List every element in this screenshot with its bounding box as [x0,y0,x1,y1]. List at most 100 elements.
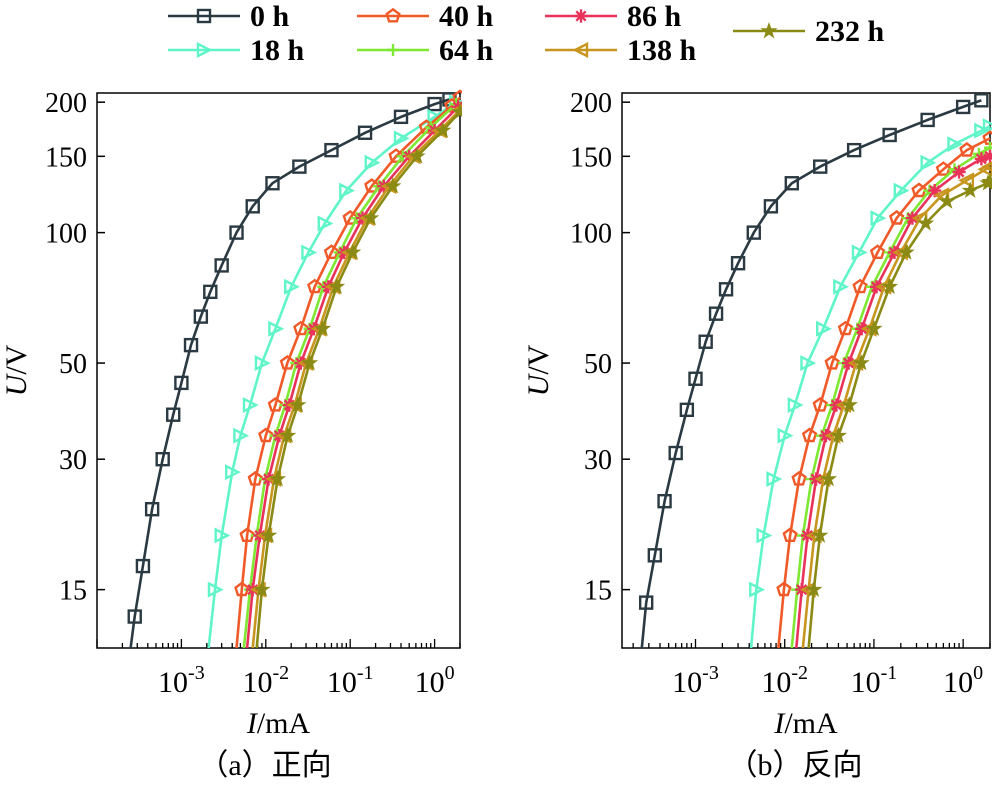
data-point [865,319,883,337]
x-axis-label: I/mA [773,707,838,740]
data-point [974,122,991,139]
data-point [301,244,318,261]
legend-item: 18 h [168,34,305,67]
data-point [833,278,850,295]
data-point [384,177,402,194]
y-axis: 15 30 50 100 150 200 [570,88,630,607]
data-point [756,527,773,544]
legend-label: 86 h [627,0,682,33]
panel-a: 15 30 50 100 150 200 10-3 10-2 10-1 100 U/V I/mA… [0,88,462,782]
data-point [166,407,181,422]
data-point [763,199,779,214]
data-point [144,501,160,517]
data-point [851,244,868,261]
series [805,172,992,648]
data-point [801,427,818,443]
data-point [307,278,323,294]
data-point [698,334,713,349]
data-point [852,354,870,371]
series-line [207,101,457,648]
data-point [881,277,899,295]
data-point [679,402,695,418]
x-tick-label: 100 [943,662,983,699]
legend-item: 138 h [545,34,697,67]
data-point [317,215,334,232]
legend-label: 18 h [250,34,305,67]
y-tick-label: 150 [570,142,612,173]
series-line [129,98,450,648]
legend-marker [572,42,589,58]
legend-label: 0 h [250,0,290,33]
data-point [911,182,927,198]
data-point [897,243,915,260]
data-point [787,397,804,413]
data-point [791,470,807,486]
data-point [451,102,462,120]
data-point [245,199,260,214]
series [207,94,462,648]
data-point [328,277,346,295]
legend-marker [196,8,212,24]
panel-caption: （b）反向 [728,749,863,782]
legend-label: 232 h [815,15,885,48]
data-point [983,149,992,163]
y-tick-label: 200 [570,88,612,119]
data-point [254,355,271,372]
data-point [920,154,937,171]
data-point [837,320,854,336]
data-point [824,355,840,370]
series [749,118,992,648]
legend-item: 64 h [357,34,494,67]
panel-b: 15 30 50 100 150 200 10-3 10-2 10-1 100 U/V I/mA… [522,88,992,782]
data-point [183,337,199,353]
data-point [313,319,332,337]
data-point [339,182,356,199]
y-tick-label: 150 [45,142,87,173]
data-point [300,354,319,371]
data-point [852,278,868,294]
data-point [813,159,828,174]
data-point [805,580,823,597]
data-point [955,99,971,115]
legend-marker [387,44,399,56]
x-tick-label: 100 [415,662,455,699]
y-tick-label: 100 [570,219,612,250]
data-point [174,375,189,391]
data-point [668,445,683,461]
data-point [935,161,952,176]
series-group [127,89,462,648]
data-point [718,282,734,297]
data-point [688,371,703,386]
x-axis: 10-3 10-2 10-1 100 [632,639,991,699]
x-axis: 10-3 10-2 10-1 100 [96,639,461,699]
data-point [958,172,975,189]
data-point [800,355,817,372]
x-tick-label: 10-2 [761,662,808,699]
y-tick-label: 15 [584,576,612,607]
data-point [888,210,905,225]
legend-item: 0 h [168,0,290,33]
y-tick-label: 200 [45,88,87,119]
y-tick-label: 50 [59,349,87,380]
data-point [811,526,829,543]
data-point [434,121,452,138]
data-point [267,397,284,412]
data-point [776,581,792,597]
data-point [982,118,992,135]
data-point [840,396,858,413]
x-tick-label: 10-3 [672,662,719,699]
data-point [952,165,966,179]
data-point [260,526,278,543]
data-point [647,548,663,563]
data-point [959,142,975,157]
data-point [981,161,992,172]
data-point [917,214,935,231]
y-axis: 15 30 50 100 150 200 [45,88,105,607]
legend-marker [196,42,213,58]
data-point [214,527,231,544]
data-point [193,309,209,324]
legend-label: 40 h [439,0,494,33]
legend-label: 138 h [627,34,697,67]
data-point [782,527,798,542]
